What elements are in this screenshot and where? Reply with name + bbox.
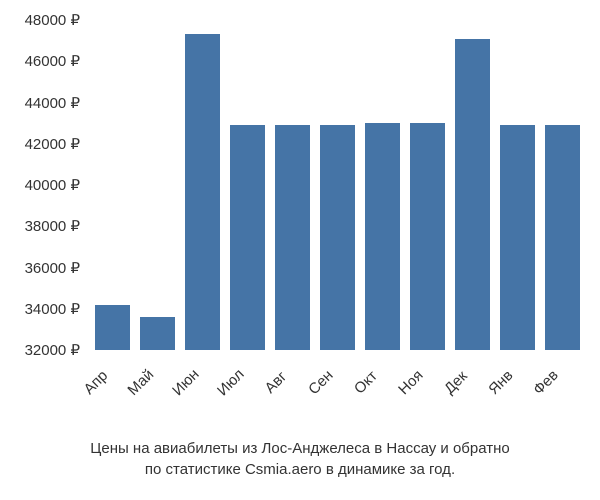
chart-container: 32000 ₽ 34000 ₽ 36000 ₽ 38000 ₽ 40000 ₽ 42000… — [5, 10, 595, 430]
y-tick-label: 32000 ₽ — [25, 341, 80, 359]
bar — [275, 125, 310, 350]
x-tick-label: Фев — [524, 361, 598, 435]
y-tick-label: 46000 ₽ — [25, 52, 80, 70]
plot-area — [90, 20, 585, 350]
bar — [455, 39, 490, 350]
bar — [95, 305, 130, 350]
bar — [230, 125, 265, 350]
bar — [365, 123, 400, 350]
y-tick-label: 34000 ₽ — [25, 300, 80, 318]
x-axis: АпрМайИюнИюлАвгСенОктНояДекЯнвФев — [90, 355, 585, 415]
chart-caption: Цены на авиабилеты из Лос-Анджелеса в На… — [0, 438, 600, 480]
bar — [140, 317, 175, 350]
y-tick-label: 42000 ₽ — [25, 135, 80, 153]
bar — [320, 125, 355, 350]
y-tick-label: 40000 ₽ — [25, 176, 80, 194]
y-tick-label: 48000 ₽ — [25, 11, 80, 29]
y-axis: 32000 ₽34000 ₽36000 ₽38000 ₽40000 ₽42000… — [5, 20, 85, 350]
bars-group — [90, 20, 585, 350]
bar — [500, 125, 535, 350]
caption-line-2: по статистике Csmia.aero в динамике за г… — [145, 461, 455, 478]
y-tick-label: 38000 ₽ — [25, 217, 80, 235]
bar — [185, 34, 220, 350]
caption-line-1: Цены на авиабилеты из Лос-Анджелеса в На… — [90, 440, 510, 457]
y-tick-label: 44000 ₽ — [25, 94, 80, 112]
y-tick-label: 36000 ₽ — [25, 259, 80, 277]
bar — [545, 125, 580, 350]
bar — [410, 123, 445, 350]
